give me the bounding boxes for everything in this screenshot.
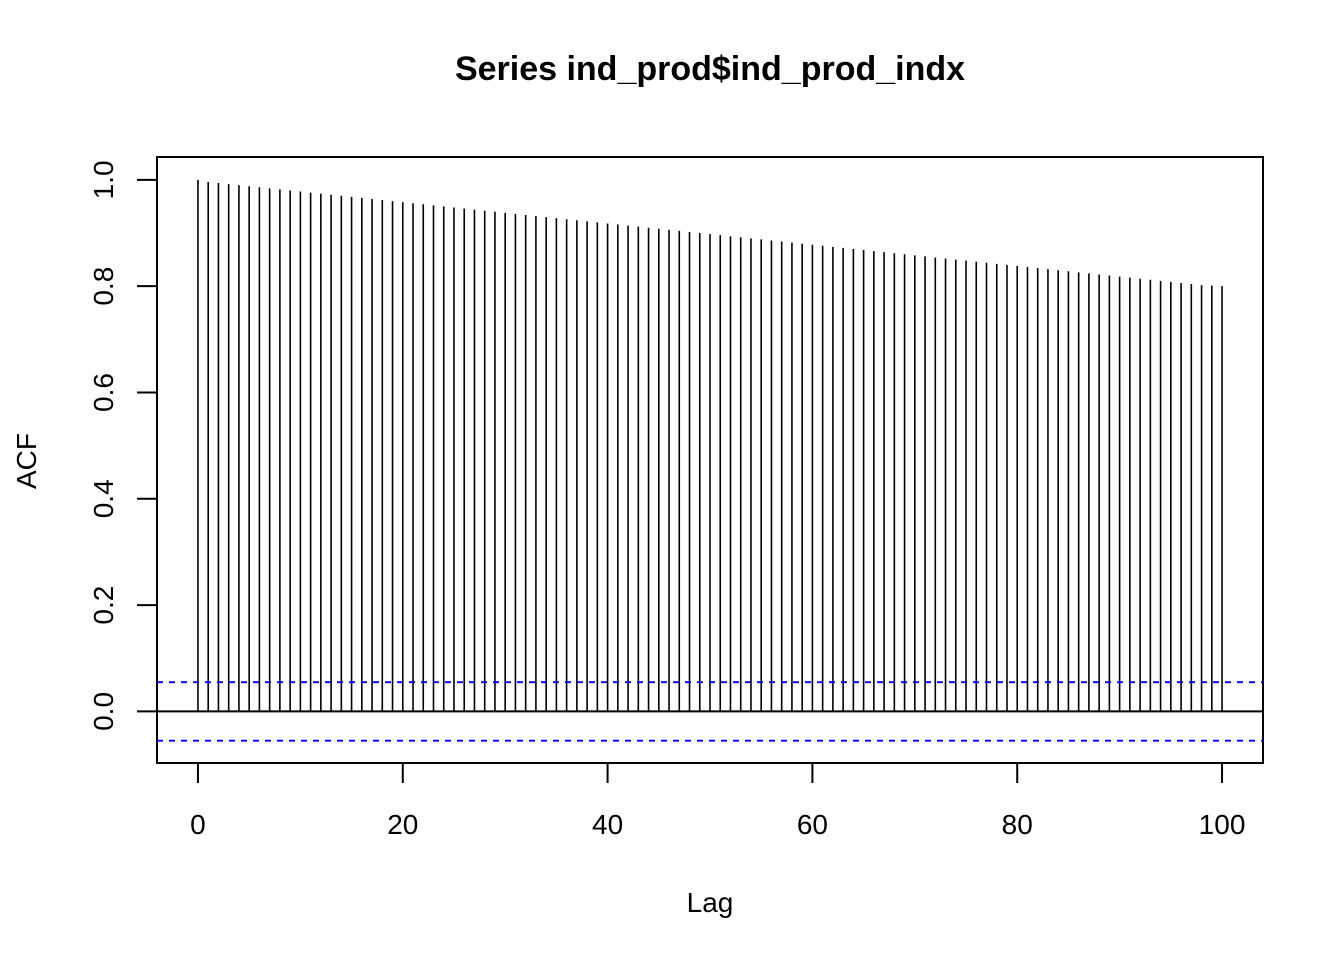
- chart-title: Series ind_prod$ind_prod_indx: [455, 50, 965, 88]
- x-tick-label: 80: [1002, 809, 1033, 840]
- y-tick-label: 1.0: [88, 160, 119, 199]
- x-tick-label: 20: [387, 809, 418, 840]
- y-tick-label: 0.2: [88, 586, 119, 625]
- x-tick-label: 60: [797, 809, 828, 840]
- x-tick-label: 40: [592, 809, 623, 840]
- x-tick-label: 100: [1199, 809, 1246, 840]
- x-axis-label: Lag: [687, 887, 734, 918]
- y-tick-label: 0.8: [88, 267, 119, 306]
- y-tick-label: 0.4: [88, 479, 119, 518]
- x-tick-label: 0: [190, 809, 206, 840]
- y-tick-label: 0.0: [88, 692, 119, 731]
- y-axis-label: ACF: [11, 433, 42, 489]
- y-tick-label: 0.6: [88, 373, 119, 412]
- plot-area: 0 20 40 60 80 100 0.0 0.2 0.4 0.6 0.8 1.0: [88, 156, 1264, 840]
